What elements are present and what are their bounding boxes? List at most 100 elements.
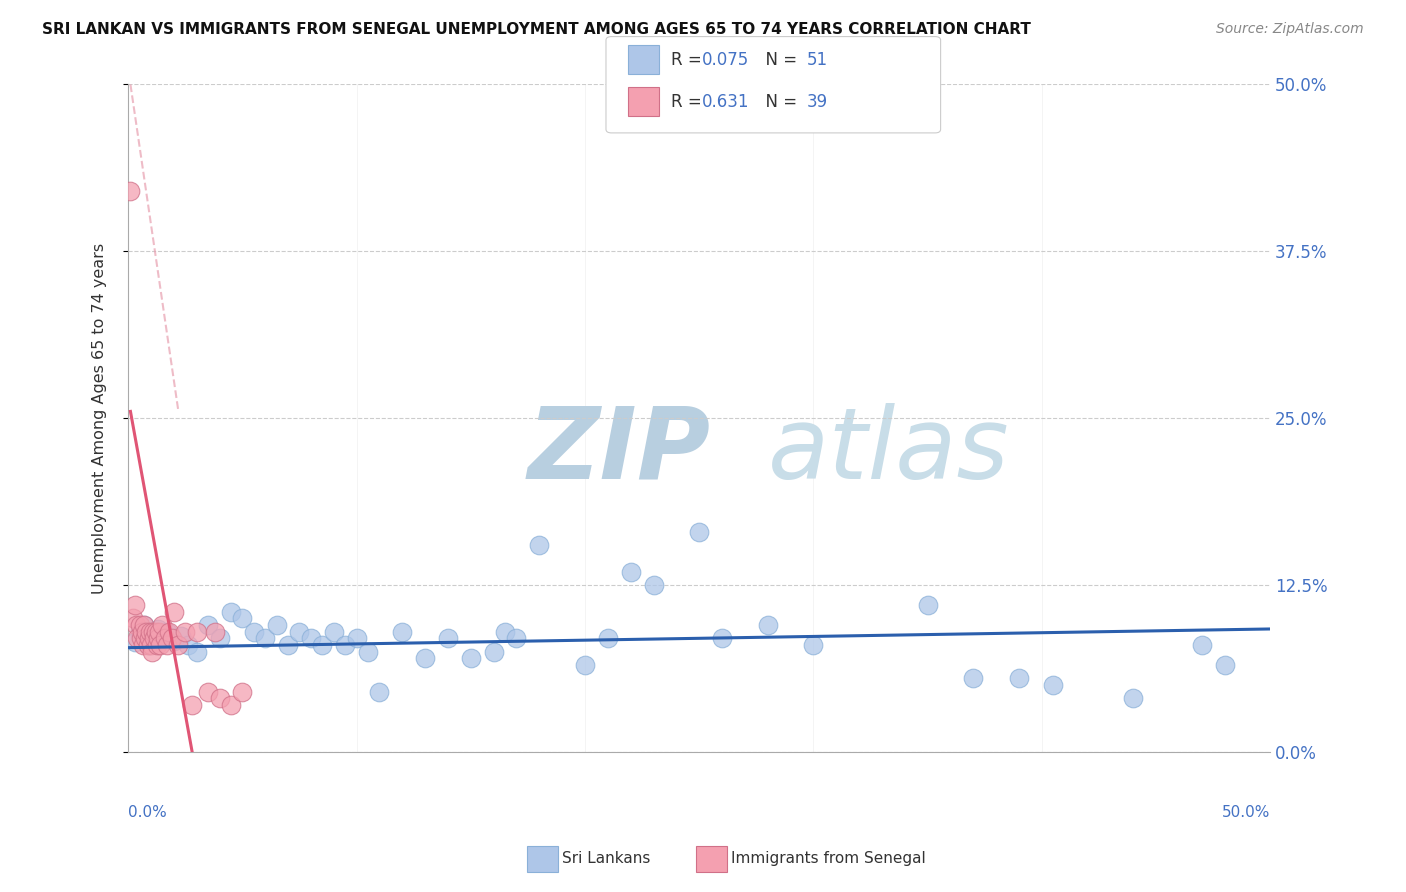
Point	[128, 624, 150, 639]
Point	[139, 624, 162, 639]
Point	[163, 634, 186, 648]
Point	[231, 611, 253, 625]
Point	[208, 632, 231, 646]
Point	[482, 645, 505, 659]
Point	[128, 618, 150, 632]
Text: 0.0%: 0.0%	[128, 805, 167, 820]
Text: Immigrants from Senegal: Immigrants from Senegal	[731, 852, 927, 866]
Point	[152, 632, 174, 646]
Point	[134, 618, 156, 632]
Point	[574, 658, 596, 673]
Text: Source: ZipAtlas.com: Source: ZipAtlas.com	[1216, 22, 1364, 37]
Point	[157, 624, 180, 639]
Text: R =: R =	[671, 51, 707, 69]
Point	[254, 632, 277, 646]
Text: ZIP: ZIP	[527, 403, 711, 500]
Y-axis label: Unemployment Among Ages 65 to 74 years: Unemployment Among Ages 65 to 74 years	[93, 243, 107, 594]
Point	[413, 651, 436, 665]
Point	[136, 638, 159, 652]
Point	[197, 618, 219, 632]
Point	[138, 638, 160, 652]
Point	[141, 645, 163, 659]
Text: 0.631: 0.631	[702, 93, 749, 111]
Text: N =: N =	[755, 51, 803, 69]
Point	[186, 645, 208, 659]
Point	[181, 698, 204, 712]
Point	[135, 624, 157, 639]
Point	[288, 624, 311, 639]
Point	[333, 638, 356, 652]
Point	[962, 671, 984, 685]
Point	[1042, 678, 1064, 692]
Text: R =: R =	[671, 93, 707, 111]
Point	[142, 624, 165, 639]
Point	[1122, 691, 1144, 706]
Point	[368, 684, 391, 698]
Text: Sri Lankans: Sri Lankans	[562, 852, 651, 866]
Point	[170, 629, 193, 643]
Text: atlas: atlas	[768, 403, 1010, 500]
Point	[917, 598, 939, 612]
Point	[145, 638, 167, 652]
Point	[120, 184, 142, 198]
Point	[152, 618, 174, 632]
Point	[197, 684, 219, 698]
Point	[460, 651, 482, 665]
Point	[145, 624, 167, 639]
Point	[143, 632, 166, 646]
Point	[176, 638, 198, 652]
Point	[163, 605, 186, 619]
Text: 51: 51	[807, 51, 828, 69]
Point	[204, 624, 226, 639]
Point	[142, 627, 165, 641]
Point	[1191, 638, 1213, 652]
Point	[174, 624, 197, 639]
Point	[711, 632, 734, 646]
Point	[596, 632, 619, 646]
Point	[167, 638, 190, 652]
Point	[1213, 658, 1236, 673]
Point	[208, 691, 231, 706]
Point	[277, 638, 299, 652]
Point	[129, 632, 152, 646]
Point	[803, 638, 825, 652]
Text: 39: 39	[807, 93, 828, 111]
Point	[620, 565, 643, 579]
Point	[266, 618, 288, 632]
Point	[149, 638, 172, 652]
Text: SRI LANKAN VS IMMIGRANTS FROM SENEGAL UNEMPLOYMENT AMONG AGES 65 TO 74 YEARS COR: SRI LANKAN VS IMMIGRANTS FROM SENEGAL UN…	[42, 22, 1031, 37]
Point	[529, 538, 551, 552]
Point	[153, 632, 176, 646]
Point	[148, 624, 170, 639]
Point	[156, 638, 179, 652]
Point	[124, 635, 146, 649]
Point	[156, 624, 179, 639]
Point	[125, 618, 148, 632]
Point	[219, 605, 242, 619]
Point	[186, 624, 208, 639]
Text: 50.0%: 50.0%	[1222, 805, 1270, 820]
Point	[132, 638, 155, 652]
Point	[219, 698, 242, 712]
Point	[756, 618, 779, 632]
Point	[127, 632, 149, 646]
Point	[139, 638, 162, 652]
Point	[231, 684, 253, 698]
Text: N =: N =	[755, 93, 803, 111]
Point	[299, 632, 322, 646]
Point	[243, 624, 266, 639]
Point	[146, 632, 169, 646]
Point	[134, 618, 156, 632]
Point	[1008, 671, 1031, 685]
Point	[322, 624, 344, 639]
Point	[688, 524, 710, 539]
Point	[124, 598, 146, 612]
Point	[643, 578, 665, 592]
Point	[391, 624, 413, 639]
Point	[437, 632, 460, 646]
Point	[494, 624, 516, 639]
Text: 0.075: 0.075	[702, 51, 749, 69]
Point	[134, 632, 156, 646]
Point	[138, 632, 160, 646]
Point	[346, 632, 368, 646]
